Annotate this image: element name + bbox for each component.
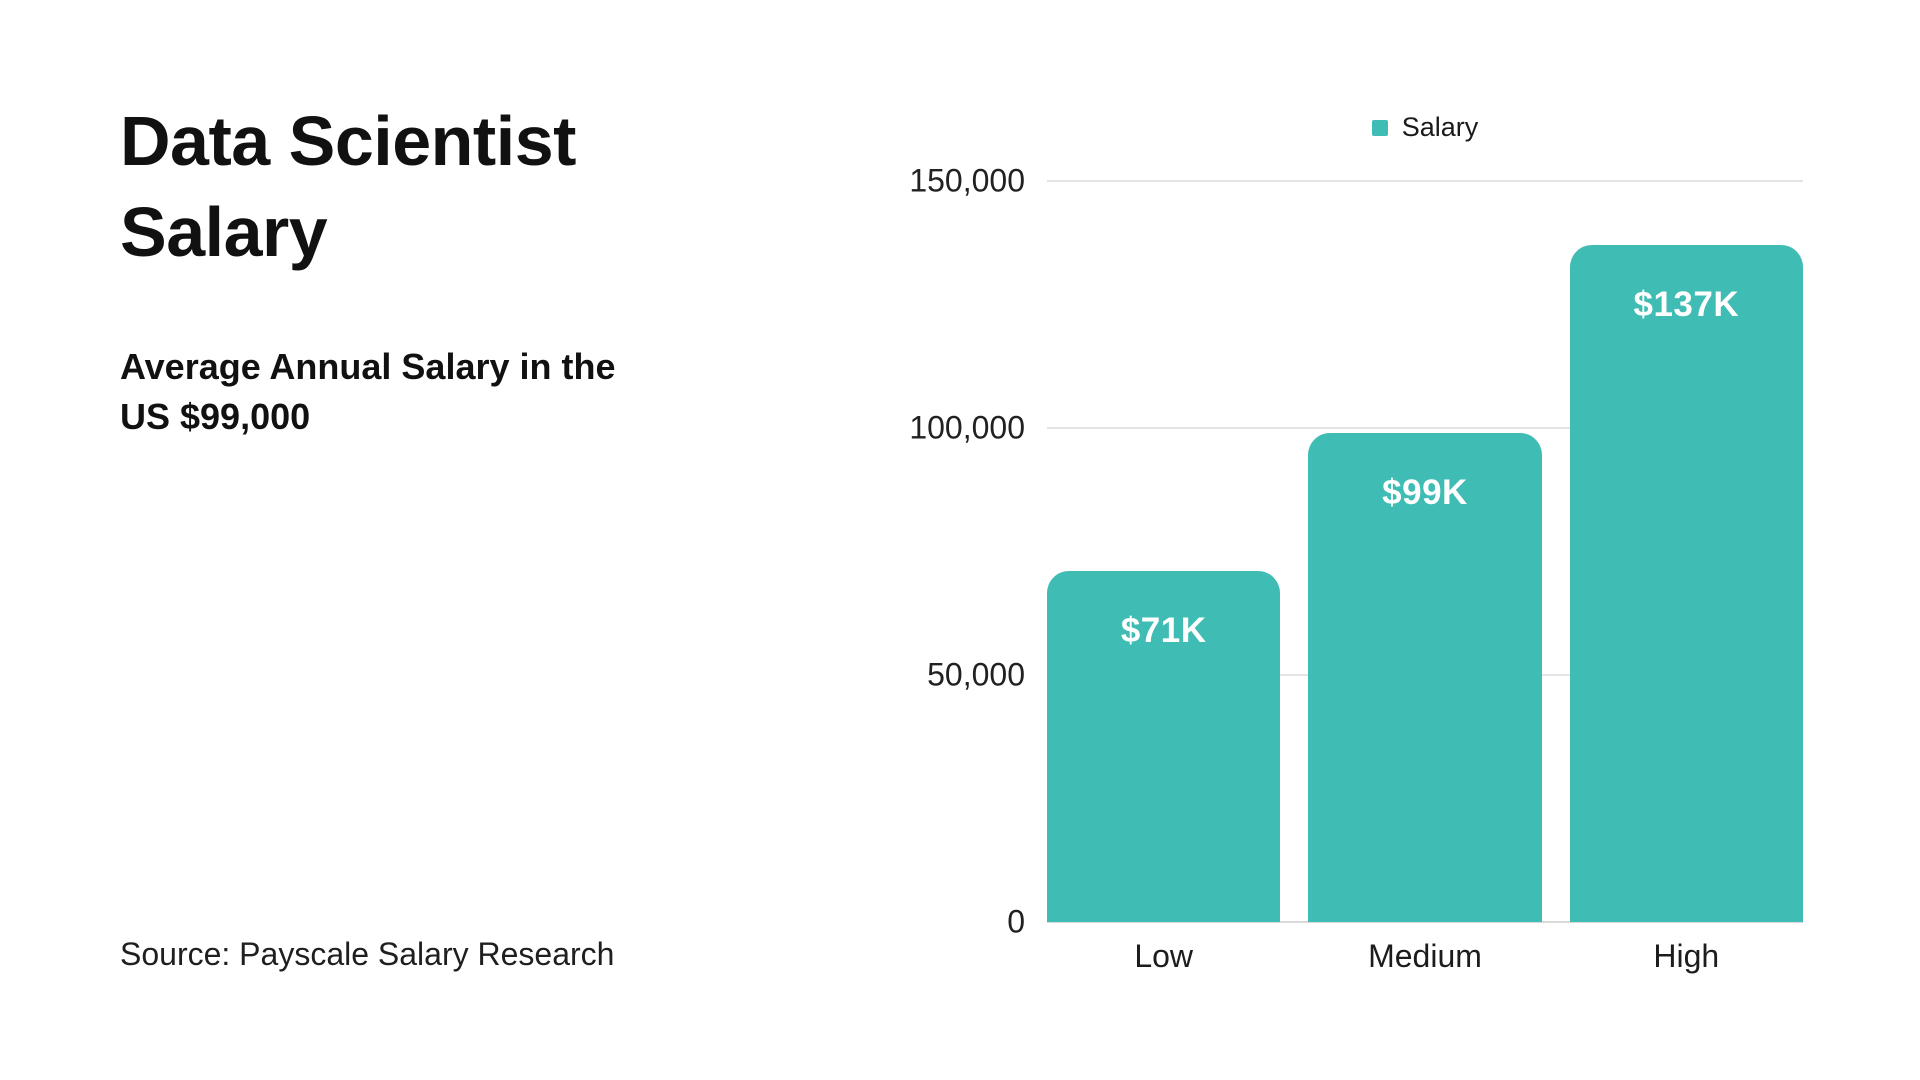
bar-value-label-high: $137K — [1633, 285, 1740, 325]
x-axis-category-label-medium: Medium — [1368, 938, 1482, 974]
y-axis-tick-label-50000: 50,000 — [927, 656, 1025, 693]
bar-value-label-low: $71K — [1120, 611, 1207, 651]
gridline-100000 — [1047, 427, 1803, 429]
x-axis-category-label-high: High — [1653, 938, 1720, 974]
bar-high[interactable]: $137K — [1569, 245, 1803, 922]
bar-slot-low: $71K Low — [1047, 181, 1281, 974]
legend-swatch-icon — [1371, 119, 1388, 136]
bar-chart-plot-area: $71K Low $99K Medium $137K High 0 50,000 100,00… — [909, 163, 1803, 974]
y-axis-tick-label-0: 0 — [1007, 903, 1025, 940]
bar-medium[interactable]: $99K — [1308, 432, 1542, 922]
chart-legend: Salary — [1047, 112, 1803, 143]
page-title: Data Scientist Salary — [120, 102, 576, 271]
bars-row: $71K Low $99K Medium $137K High — [1047, 181, 1803, 974]
source-note: Source: Payscale Salary Research — [120, 936, 615, 972]
legend-label: Salary — [1401, 112, 1479, 142]
y-axis-tick-label-150000: 150,000 — [909, 162, 1025, 199]
y-axis-tick-label-100000: 100,000 — [909, 409, 1025, 446]
bar-slot-medium: $99K Medium — [1308, 181, 1542, 974]
x-axis-category-label-low: Low — [1134, 938, 1194, 974]
bar-slot-high: $137K High — [1569, 181, 1803, 974]
gridline-150000 — [1047, 180, 1803, 182]
bar-low[interactable]: $71K — [1047, 571, 1281, 922]
bar-value-label-medium: $99K — [1382, 472, 1468, 512]
subtitle: Average Annual Salary in the US $99,000 — [120, 346, 616, 437]
gridline-0 — [1047, 921, 1803, 923]
